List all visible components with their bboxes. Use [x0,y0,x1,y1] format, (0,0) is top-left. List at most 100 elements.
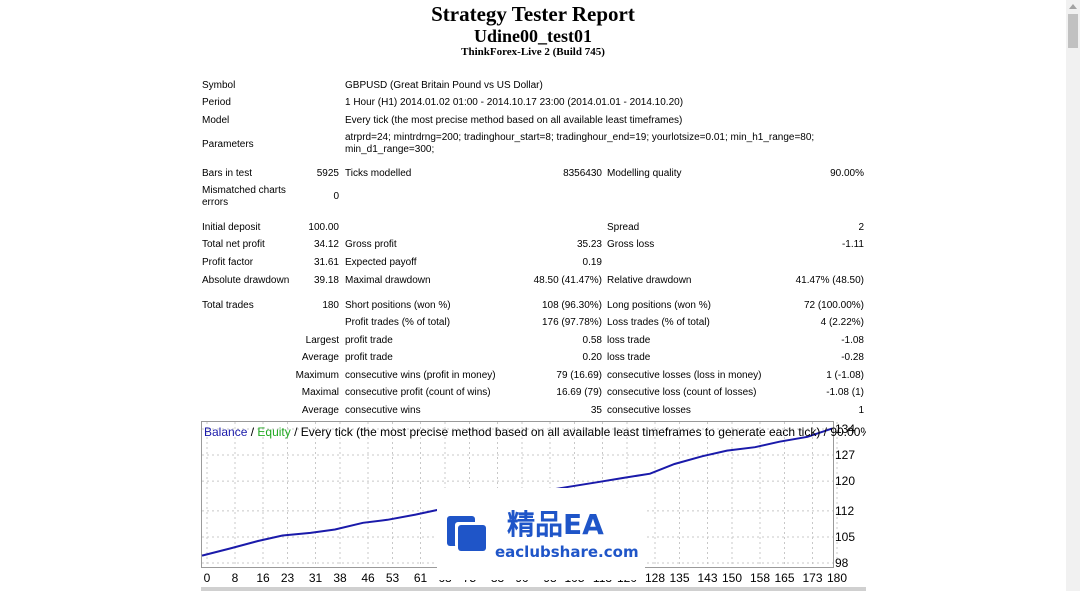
y-tick-label: 112 [835,504,854,518]
average-loss-value: -0.28 [841,352,864,363]
ticks-value: 8356430 [563,168,602,179]
x-tick-label: 31 [309,571,323,585]
y-tick-label: 120 [835,474,855,488]
maximal-consecutive-loss-value: -1.08 (1) [826,387,864,398]
gross-loss-label: Gross loss [607,239,655,250]
maximal-consecutive-profit-value: 16.69 (79) [556,387,602,398]
relative-drawdown-value: 41.47% (48.50) [795,275,864,286]
x-tick-label: 0 [204,571,211,585]
scroll-up-arrow-icon[interactable] [1066,0,1080,14]
max-consecutive-wins-label: consecutive wins (profit in money) [345,370,496,381]
relative-drawdown-label: Relative drawdown [607,275,692,286]
max-consecutive-wins-value: 79 (16.69) [556,370,602,381]
x-tick-label: 46 [361,571,375,585]
absolute-drawdown-value: 39.18 [313,275,339,286]
x-tick-label: 135 [669,571,689,585]
bars-value: 5925 [316,168,339,179]
average-profit-label: profit trade [345,352,393,363]
average-consecutive-wins-value: 35 [590,405,602,416]
net-profit-value: 34.12 [313,239,339,250]
chart-scroll-bar[interactable] [201,587,866,591]
mismatch-value: 0 [333,191,339,202]
profit-factor-label: Profit factor [202,257,254,268]
y-tick-label: 98 [835,556,849,570]
x-tick-label: 150 [722,571,742,585]
largest-profit-value: 0.58 [582,335,602,346]
legend-separator: / [247,425,257,439]
vertical-scrollbar[interactable] [1066,0,1080,591]
maximal-consecutive-loss-label: consecutive loss (count of losses) [607,387,757,398]
chart-grid [202,422,838,567]
largest-loss-value: -1.08 [841,335,864,346]
average-label: Average [301,352,339,363]
x-tick-label: 23 [281,571,295,585]
average-consecutive-label: Average [301,405,339,416]
watermark-brand: 精品EA [507,508,604,541]
average-loss-label: loss trade [607,352,651,363]
y-tick-label: 105 [835,530,855,544]
report-title: Strategy Tester Report [431,2,635,26]
x-tick-label: 158 [750,571,770,585]
gross-profit-label: Gross profit [345,239,397,250]
x-tick-label: 180 [827,571,847,585]
profit-trades-value: 176 (97.78%) [541,317,602,328]
x-tick-label: 16 [256,571,270,585]
parameters-line1: atrprd=24; mintrdrng=200; tradinghour_st… [345,132,815,143]
spread-label: Spread [607,222,640,233]
gross-loss-value: -1.11 [841,239,864,250]
chart-legend: Balance / Equity / Every tick (the most … [204,425,866,439]
largest-label: Largest [305,335,339,346]
legend-equity: Equity [257,425,290,439]
x-tick-label: 38 [333,571,347,585]
net-profit-label: Total net profit [202,239,265,250]
max-consecutive-losses-value: 1 (-1.08) [826,370,864,381]
watermark: 精品EA eaclubshare.com [437,488,645,580]
x-tick-label: 53 [386,571,400,585]
ticks-label: Ticks modelled [345,168,412,179]
bars-label: Bars in test [202,168,253,179]
initial-deposit-label: Initial deposit [202,222,261,233]
absolute-drawdown-label: Absolute drawdown [202,275,290,286]
average-consecutive-losses-label: consecutive losses [607,405,691,416]
symbol-value: GBPUSD (Great Britain Pound vs US Dollar… [345,80,543,91]
average-consecutive-losses-value: 1 [858,405,864,416]
model-label: Model [202,115,230,126]
gross-profit-value: 35.23 [576,239,602,250]
profit-trades-label: Profit trades (% of total) [345,317,451,328]
x-tick-label: 61 [414,571,428,585]
x-tick-label: 165 [774,571,794,585]
total-trades-value: 180 [322,300,339,311]
model-value: Every tick (the most precise method base… [345,115,683,126]
maximal-label: Maximal [301,387,339,398]
largest-loss-label: loss trade [607,335,651,346]
long-positions-label: Long positions (won %) [607,300,711,311]
period-value: 1 Hour (H1) 2014.01.02 01:00 - 2014.10.1… [345,97,684,108]
x-tick-label: 128 [645,571,665,585]
y-tick-label: 134 [835,422,855,436]
expected-payoff-label: Expected payoff [345,257,417,268]
x-tick-label: 8 [232,571,239,585]
expert-name: Udine00_test01 [474,26,592,46]
legend-description: / Every tick (the most precise method ba… [291,425,866,439]
parameters-label: Parameters [202,139,254,150]
x-tick-label: 143 [697,571,717,585]
average-consecutive-wins-label: consecutive wins [345,405,421,416]
total-trades-label: Total trades [202,300,254,311]
watermark-url: eaclubshare.com [495,543,639,561]
short-positions-label: Short positions (won %) [345,300,451,311]
server-name: ThinkForex-Live 2 (Build 745) [461,46,605,58]
y-tick-label: 127 [835,448,855,462]
maximal-consecutive-profit-label: consecutive profit (count of wins) [345,387,491,398]
largest-profit-label: profit trade [345,335,393,346]
quality-value: 90.00% [830,168,864,179]
maximal-drawdown-label: Maximal drawdown [345,275,431,286]
profit-factor-value: 31.61 [313,257,339,268]
expected-payoff-value: 0.19 [582,257,602,268]
mismatch-label-line2: errors [202,197,229,208]
max-consecutive-losses-label: consecutive losses (loss in money) [607,370,762,381]
loss-trades-label: Loss trades (% of total) [607,317,710,328]
mismatch-label-line1: Mismatched charts [202,185,286,196]
scrollbar-thumb[interactable] [1068,14,1078,48]
maximal-drawdown-value: 48.50 (41.47%) [533,275,602,286]
average-profit-value: 0.20 [582,352,602,363]
